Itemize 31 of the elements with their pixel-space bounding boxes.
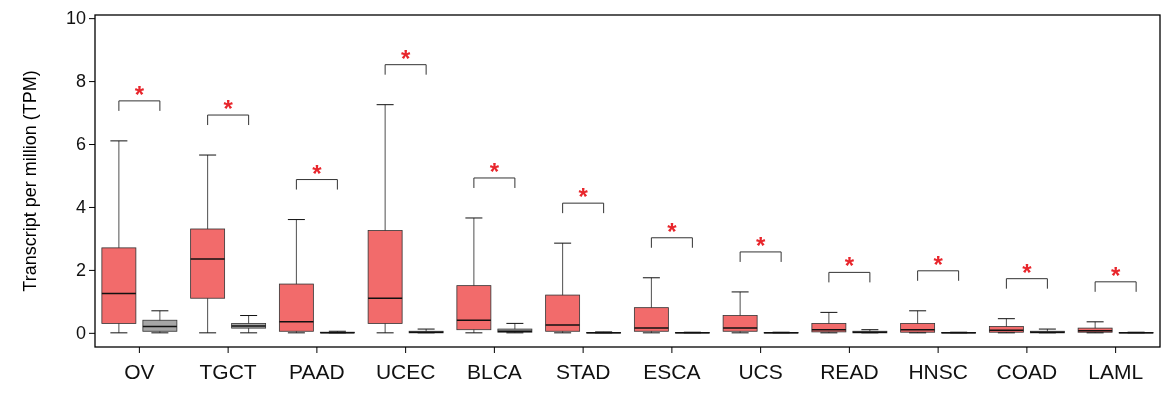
x-tick-label: COAD [996, 360, 1058, 384]
x-tick-label: HNSC [908, 360, 968, 384]
x-tick-label: PAAD [289, 360, 345, 384]
annotation: * [400, 44, 411, 72]
y-tick-label: 2 [75, 260, 86, 281]
annotation: * [1110, 261, 1121, 289]
annotation: * [755, 231, 766, 259]
annotation: * [312, 159, 323, 187]
x-tick-label: READ [820, 360, 879, 384]
y-tick-label: 0 [75, 323, 86, 344]
y-axis-title: Transcript per million (TPM) [20, 70, 40, 292]
x-tick-label: STAD [555, 360, 611, 384]
annotation: * [667, 217, 678, 245]
annotation: * [489, 157, 500, 185]
annotation: * [134, 80, 145, 108]
x-tick-label: UCEC [375, 360, 436, 384]
x-tick-label: OV [124, 360, 155, 384]
y-tick-label: 6 [75, 134, 86, 155]
y-tick-label: 10 [65, 8, 86, 29]
x-tick-label: UCS [738, 360, 783, 384]
annotation: * [1022, 258, 1033, 286]
x-tick-label: BLCA [466, 360, 522, 384]
x-tick-label: TGCT [199, 360, 257, 384]
y-tick-label: 4 [75, 197, 86, 218]
x-tick-label: ESCA [643, 360, 701, 384]
annotation: * [933, 250, 944, 278]
annotation: * [223, 95, 234, 123]
y-tick-label: 8 [75, 71, 86, 92]
annotation: * [844, 252, 855, 280]
annotation: * [578, 183, 589, 211]
x-tick-label: LAML [1088, 360, 1144, 384]
